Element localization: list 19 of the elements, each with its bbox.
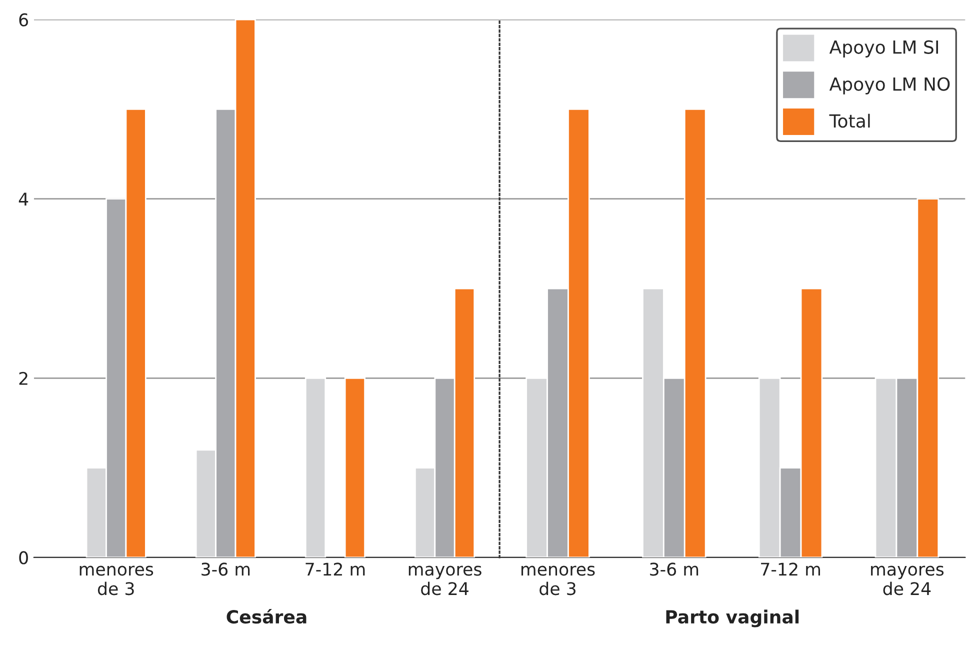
x-tick-label: 3-6 m <box>650 562 698 576</box>
x-tick-label: mayores de 24 <box>408 566 482 596</box>
x-tick-label: menores de 3 <box>521 566 595 596</box>
x-tick-label: menores de 3 <box>80 566 154 596</box>
x-axis-title: Cesárea <box>226 608 306 624</box>
bar <box>344 377 366 558</box>
x-axis-title: Parto vaginal <box>666 610 799 628</box>
y-tick-label: 0 <box>19 551 28 564</box>
x-tick-label: 7-12 m <box>306 562 365 576</box>
bar <box>304 377 326 558</box>
legend-label: Apoyo LM SI <box>829 40 938 58</box>
legend-label: Apoyo LM NO <box>829 77 950 94</box>
y-tick-label: 2 <box>19 372 28 385</box>
y-tick-label: 6 <box>19 13 28 26</box>
x-tick-label: mayores de 24 <box>871 566 944 596</box>
x-tick-label: 7-12 m <box>761 562 820 576</box>
x-tick-label: 3-6 m <box>202 562 250 576</box>
y-tick-label: 4 <box>18 192 28 206</box>
legend-label: Total <box>829 114 870 128</box>
